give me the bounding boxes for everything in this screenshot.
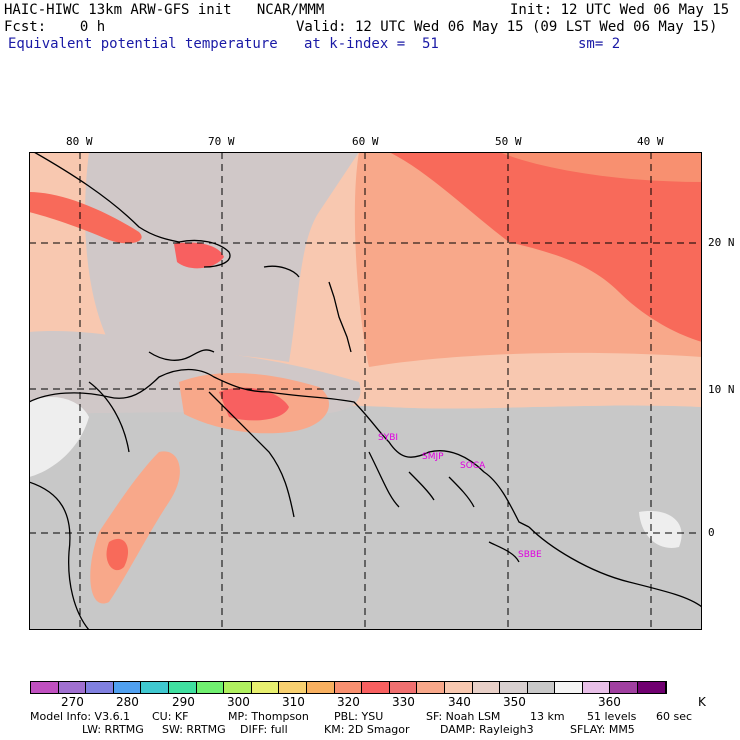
red-pocket-andes bbox=[106, 538, 129, 571]
colorbar-swatch bbox=[472, 682, 501, 693]
colorbar-swatch bbox=[334, 682, 363, 693]
colorbar-swatch bbox=[500, 682, 528, 693]
colorbar-label-320: 320 bbox=[337, 695, 360, 709]
colorbar-label-290: 290 bbox=[172, 695, 195, 709]
colorbar-swatch bbox=[527, 682, 556, 693]
colorbar-swatch bbox=[58, 682, 87, 693]
colorbar bbox=[30, 681, 667, 694]
footer-sf: SF: Noah LSM bbox=[426, 710, 501, 723]
footer-model-info: Model Info: V3.6.1 bbox=[30, 710, 131, 723]
colorbar-label-300: 300 bbox=[227, 695, 250, 709]
colorbar-label-360: 360 bbox=[598, 695, 621, 709]
colorbar-label-310: 310 bbox=[282, 695, 305, 709]
lat-label-20n: 20 N bbox=[708, 236, 735, 249]
footer-pbl: PBL: YSU bbox=[334, 710, 384, 723]
footer-cu: CU: KF bbox=[152, 710, 189, 723]
forecast-hour: Fcst: 0 h bbox=[4, 19, 106, 35]
coastlines bbox=[29, 152, 702, 630]
colorbar-swatch bbox=[638, 682, 666, 693]
station-soca: SOCA bbox=[460, 461, 486, 471]
station-sybi: SYBI bbox=[378, 433, 399, 443]
orange-region-north bbox=[499, 152, 702, 182]
footer-timestep: 60 sec bbox=[656, 710, 693, 723]
colorbar-swatch bbox=[31, 682, 59, 693]
theta-e-map bbox=[29, 152, 702, 630]
white-pocket-east bbox=[639, 511, 682, 548]
footer-km: KM: 2D Smagor bbox=[324, 723, 410, 736]
footer-sflay: SFLAY: MM5 bbox=[570, 723, 635, 736]
colorbar-swatch bbox=[389, 682, 418, 693]
colorbar-label-350: 350 bbox=[503, 695, 526, 709]
footer-sw: SW: RRTMG bbox=[162, 723, 226, 736]
colorbar-swatch bbox=[362, 682, 390, 693]
colorbar-swatch bbox=[141, 682, 169, 693]
lon-label-50w: 50 W bbox=[495, 135, 522, 148]
colorbar-label-270: 270 bbox=[61, 695, 84, 709]
colorbar-swatch bbox=[196, 682, 225, 693]
colorbar-swatch bbox=[224, 682, 252, 693]
colorbar-unit: K bbox=[698, 695, 706, 709]
model-title: HAIC-HIWC 13km ARW-GFS init NCAR/MMM bbox=[4, 2, 325, 18]
white-pocket-west bbox=[29, 397, 89, 477]
init-time: Init: 12 UTC Wed 06 May 15 bbox=[510, 2, 730, 18]
colorbar-swatch bbox=[113, 682, 142, 693]
lon-label-40w: 40 W bbox=[637, 135, 664, 148]
footer-mp: MP: Thompson bbox=[228, 710, 309, 723]
tan-band bbox=[369, 352, 702, 409]
colorbar-swatch bbox=[610, 682, 639, 693]
red-pocket-venezuela bbox=[219, 387, 289, 421]
colorbar-swatch bbox=[444, 682, 473, 693]
colorbar-swatch bbox=[251, 682, 280, 693]
footer-levels: 51 levels bbox=[587, 710, 637, 723]
lat-label-0: 0 bbox=[708, 526, 715, 539]
colorbar-label-280: 280 bbox=[116, 695, 139, 709]
footer-diff: DIFF: full bbox=[240, 723, 288, 736]
footer-lw: LW: RRTMG bbox=[82, 723, 144, 736]
field-name: Equivalent potential temperature bbox=[8, 36, 278, 52]
lon-label-70w: 70 W bbox=[208, 135, 235, 148]
red-cuba bbox=[29, 192, 142, 244]
station-sbbe: SBBE bbox=[518, 550, 542, 560]
colorbar-swatch bbox=[86, 682, 114, 693]
level-index: at k-index = 51 bbox=[304, 36, 439, 52]
lon-label-80w: 80 W bbox=[66, 135, 93, 148]
colorbar-swatch bbox=[279, 682, 307, 693]
valid-time: Valid: 12 UTC Wed 06 May 15 (09 LST Wed … bbox=[296, 19, 718, 35]
lat-label-10n: 10 N bbox=[708, 383, 735, 396]
colorbar-label-330: 330 bbox=[392, 695, 415, 709]
red-hispaniola bbox=[174, 242, 224, 269]
lon-label-60w: 60 W bbox=[352, 135, 379, 148]
colorbar-swatch bbox=[417, 682, 445, 693]
footer-resolution: 13 km bbox=[530, 710, 565, 723]
colorbar-swatch bbox=[582, 682, 611, 693]
red-region-northeast bbox=[389, 152, 702, 342]
colorbar-swatch bbox=[555, 682, 583, 693]
smoothing: sm= 2 bbox=[578, 36, 621, 52]
graticule bbox=[29, 152, 702, 630]
colorbar-swatch bbox=[306, 682, 335, 693]
footer-damp: DAMP: Rayleigh3 bbox=[440, 723, 534, 736]
map-frame bbox=[29, 152, 702, 630]
colorbar-label-340: 340 bbox=[448, 695, 471, 709]
station-smjp: SMJP bbox=[422, 452, 444, 462]
colorbar-swatch bbox=[168, 682, 197, 693]
